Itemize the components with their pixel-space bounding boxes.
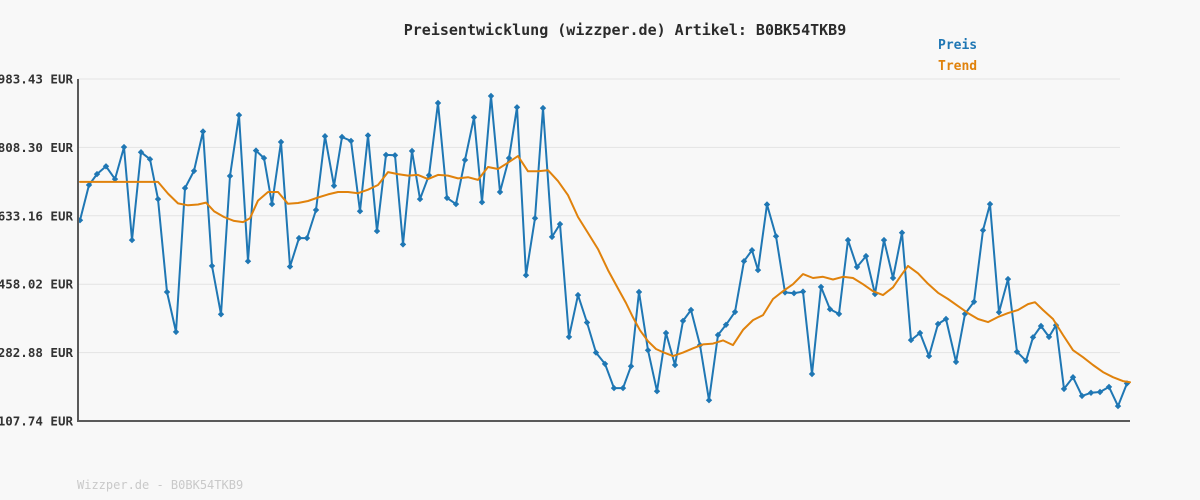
trend-line (79, 155, 1131, 384)
y-axis-tick-label: 808.30 EUR (0, 140, 73, 155)
watermark: Wizzper.de - B0BK54TKB9 (77, 478, 244, 492)
y-axis-tick-label: 983.43 EUR (0, 72, 73, 87)
legend: Preis Trend (938, 39, 977, 74)
chart-title: Preisentwicklung (wizzper.de) Artikel: B… (403, 21, 847, 39)
y-axis-tick-label: 633.16 EUR (0, 208, 73, 223)
y-axis-tick-label: 107.74 EUR (0, 414, 73, 429)
y-axis-tick-label: 282.88 EUR (0, 345, 73, 360)
legend-item-preis: Preis (938, 38, 978, 53)
y-axis-tick-label: 458.02 EUR (0, 277, 73, 292)
price-line (79, 95, 1128, 408)
legend-item-trend: Trend (938, 59, 978, 74)
